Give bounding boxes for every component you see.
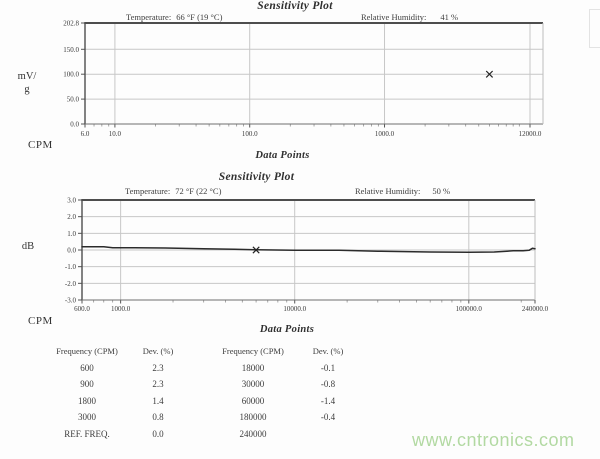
- table-cell: 30000: [241, 379, 265, 389]
- bottom-chart-humidity-line: Relative Humidity: 50 %: [355, 186, 450, 196]
- humidity-value: 41 %: [440, 12, 459, 22]
- svg-text:0.0: 0.0: [70, 121, 79, 129]
- svg-text:100.0: 100.0: [242, 130, 258, 138]
- top-chart-humidity-line: Relative Humidity: 41 %: [361, 12, 458, 22]
- bottom-chart-caption: Data Points: [259, 324, 315, 335]
- svg-text:240000.0: 240000.0: [522, 305, 549, 313]
- svg-text:10000.0: 10000.0: [283, 305, 306, 313]
- table-column-header: Dev. (%): [312, 346, 344, 356]
- watermark: www.cntronics.com: [412, 430, 575, 450]
- top-chart-environment-line: Temperature: 66 °F (19 °C): [126, 12, 222, 22]
- data-points-table: Frequency (CPM) 600 900 1800 3000 REF. FREQ. D…: [0, 343, 600, 445]
- temperature-value: 72 °F (22 °C): [175, 186, 222, 196]
- table-cell: 180000: [239, 412, 267, 422]
- table-cell: 18000: [241, 362, 265, 373]
- svg-text:100000.0: 100000.0: [456, 305, 483, 313]
- top-sensitivity-plot-chart: 202.8 150.0 100.0 50.0 0.06.0 10.0 100.0 1000.0…: [63, 20, 544, 138]
- table-cell: -0.4: [320, 412, 336, 422]
- table-column-header: Frequency (CPM): [222, 346, 284, 356]
- humidity-label: Relative Humidity:: [361, 12, 427, 22]
- bottom-chart-y-axis-unit: dB: [21, 241, 35, 252]
- humidity-label: Relative Humidity:: [355, 186, 421, 196]
- table-column-frequency: Frequency (CPM) 600 900 1800 3000 REF. FREQ.: [40, 343, 134, 442]
- table-column-header: Frequency (CPM): [56, 346, 118, 356]
- temperature-value: 66 °F (19 °C): [176, 12, 223, 22]
- svg-text:2.0: 2.0: [67, 213, 76, 221]
- humidity-value: 50 %: [432, 186, 451, 196]
- svg-text:-2.0: -2.0: [65, 280, 77, 288]
- top-chart-x-axis-unit: CPM: [28, 139, 53, 151]
- svg-text:100.0: 100.0: [63, 71, 79, 79]
- table-cell: 60000: [241, 395, 265, 406]
- table-cell: 2.3: [152, 362, 164, 373]
- svg-text:600.0: 600.0: [74, 305, 90, 313]
- table-cell: [293, 426, 363, 443]
- table-cell: -0.1: [320, 362, 336, 373]
- temperature-label: Temperature:: [125, 186, 171, 196]
- table-column-header: Dev. (%): [142, 346, 174, 356]
- temperature-label: Temperature:: [126, 12, 172, 22]
- svg-text:3.0: 3.0: [67, 197, 76, 205]
- svg-text:1.0: 1.0: [67, 230, 76, 238]
- svg-text:6.0: 6.0: [81, 130, 90, 138]
- svg-text:-1.0: -1.0: [65, 263, 77, 271]
- data-point-marker: [485, 70, 494, 78]
- svg-text:0.0: 0.0: [67, 247, 76, 255]
- table-cell: 240000: [239, 428, 267, 439]
- svg-text:1000.0: 1000.0: [111, 305, 131, 313]
- svg-text:12000.0: 12000.0: [519, 130, 542, 138]
- top-chart-title: Sensitivity Plot: [257, 0, 333, 12]
- page-edge-artifact: [589, 9, 600, 48]
- table-column-frequency: Frequency (CPM) 18000 30000 60000 180000 2400…: [203, 343, 303, 442]
- sensitivity-deviation-db: [81, 245, 536, 254]
- table-cell: 2.3: [152, 379, 164, 389]
- svg-text:150.0: 150.0: [63, 46, 79, 54]
- bottom-chart-title: Sensitivity Plot: [218, 171, 295, 183]
- data-point-marker: [252, 246, 260, 254]
- bottom-chart-x-axis-unit: CPM: [28, 315, 53, 327]
- table-cell: 0.0: [152, 428, 164, 439]
- table-cell: -1.4: [320, 395, 336, 406]
- table-column-deviation: Dev. (%) -0.1 -0.8 -1.4 -0.4: [293, 343, 363, 442]
- table-cell: 3000: [78, 412, 96, 422]
- table-cell: 1.4: [152, 395, 164, 406]
- table-cell: -0.8: [320, 379, 336, 389]
- top-chart-caption: Data Points: [255, 150, 310, 161]
- bottom-chart-environment-line: Temperature: 72 °F (22 °C): [125, 186, 221, 196]
- table-cell: 0.8: [152, 412, 164, 422]
- svg-text:-3.0: -3.0: [65, 297, 77, 305]
- table-cell: 1800: [78, 395, 96, 406]
- svg-text:50.0: 50.0: [67, 96, 80, 104]
- table-cell: 600: [80, 362, 94, 373]
- svg-text:10.0: 10.0: [109, 130, 122, 138]
- svg-text:202.8: 202.8: [63, 20, 79, 28]
- svg-text:1000.0: 1000.0: [375, 130, 395, 138]
- table-cell: REF. FREQ.: [64, 428, 110, 439]
- table-column-deviation: Dev. (%) 2.3 2.3 1.4 0.8 0.0: [128, 343, 188, 442]
- table-cell: 900: [80, 379, 94, 389]
- top-chart-y-axis-unit: mV/ g: [17, 71, 37, 95]
